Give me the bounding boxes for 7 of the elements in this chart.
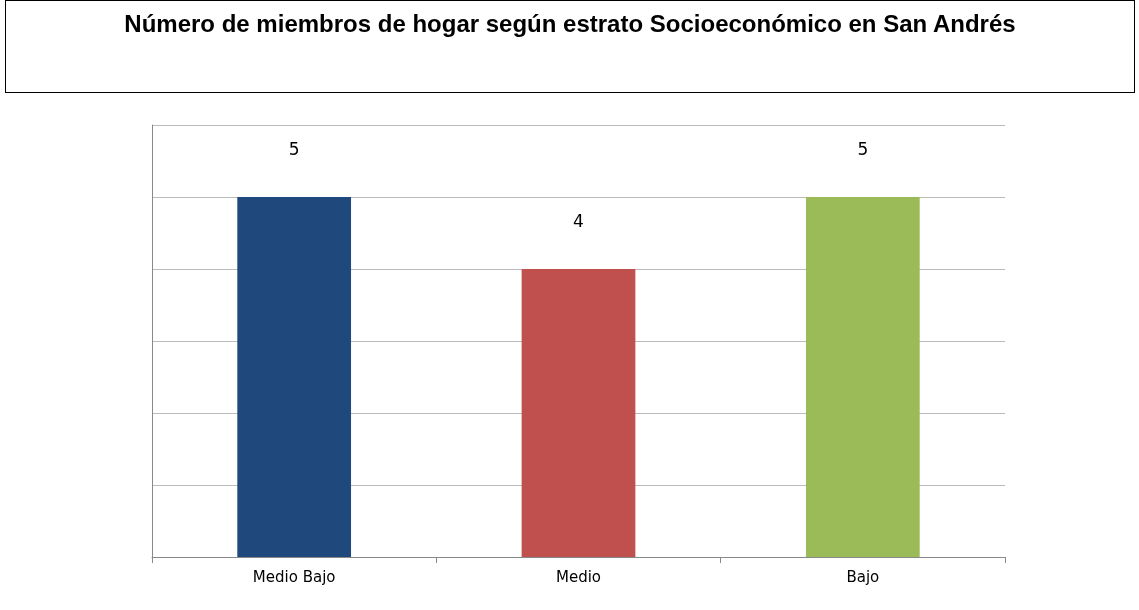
data-label: 5: [288, 138, 300, 159]
chart-title: Número de miembros de hogar según estrato Socioeconómico en San Andrés: [5, 0, 1135, 93]
data-label: 5: [857, 138, 869, 159]
x-tick-label: Bajo: [846, 567, 880, 586]
data-label: 4: [573, 210, 584, 231]
x-tick-label: Medio: [555, 567, 602, 586]
x-tick-label: Medio Bajo: [252, 567, 336, 586]
